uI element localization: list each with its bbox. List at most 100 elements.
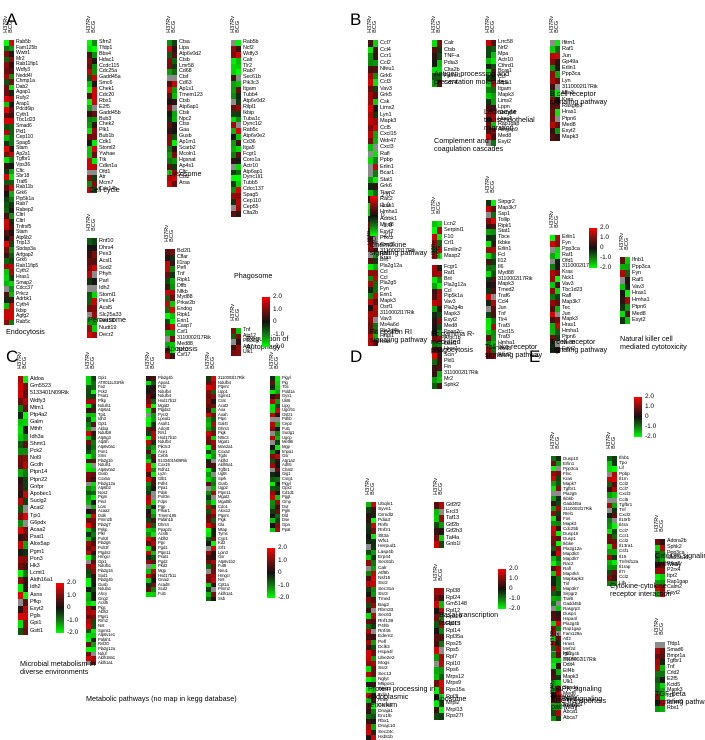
heat-cell [270, 412, 275, 418]
heatmap-row: Rab5b [4, 39, 38, 46]
gene-label: Vav3 [632, 283, 644, 290]
heatmap-row: Lif [607, 466, 638, 472]
heatmap-row: Med8 [550, 121, 598, 129]
heat-cell [612, 513, 617, 519]
heatmap-row: Ssr3 [366, 592, 396, 598]
gene-label: Cxcl3 [380, 144, 394, 150]
gene-label: Atp6v0e2 [243, 133, 266, 140]
heat-cell [211, 536, 216, 542]
heat-cell [165, 277, 170, 284]
heatmap-row: Crat [206, 398, 245, 404]
heatmap-row: 3110002l17Rik [551, 506, 592, 511]
heatmap-row: Esyt2 [550, 128, 598, 135]
heatmap-row: Pigk [206, 518, 245, 523]
heat-cell [91, 444, 96, 450]
heat-cell [91, 481, 96, 487]
gene-label: Erp44 [378, 554, 391, 560]
legend-tick: 2.0 [600, 224, 610, 231]
heat-cell [146, 380, 151, 386]
gene-label: Atg12 [243, 332, 256, 339]
heat-cell [486, 329, 491, 336]
heat-cell [92, 271, 97, 279]
gene-label: Ppp3ca [563, 466, 578, 471]
gene-label: Masp2 [444, 252, 461, 259]
heat-cell [555, 90, 560, 97]
heat-cell [9, 107, 14, 113]
heat-cell [206, 421, 211, 427]
heatmap-row: Traf3 [486, 335, 532, 342]
gene-label: Slc25a16 [667, 555, 689, 562]
gene-label: Aoah [218, 411, 228, 417]
heatmap-row: Kd2 [206, 541, 245, 546]
heat-cell [211, 408, 216, 413]
heatmap-row: Cyth1 [4, 112, 38, 119]
heatmap-row: Erin1 [165, 318, 211, 325]
heatmap-row: Map3k7 [486, 205, 532, 212]
gene-label: Acsl5 [99, 304, 113, 311]
gene-label: Ptp4a2 [30, 411, 48, 418]
heat-cell [91, 463, 96, 468]
heatmap-row: Rps6 [551, 697, 596, 704]
heat-cell [371, 703, 376, 709]
gene-label: Gpx2 [282, 485, 292, 491]
gene-label: Ssb [218, 595, 225, 601]
heat-cell [607, 456, 612, 462]
heat-cell [620, 257, 625, 264]
heat-cell [368, 334, 373, 341]
heat-cell [167, 110, 172, 117]
gene-label: Arhgap9 [498, 127, 518, 134]
heat-cell [555, 246, 560, 253]
heatmap-row: Arfgap2 [4, 252, 38, 259]
gene-label: Acad8 [158, 581, 170, 587]
heatmap-row: Trip13 [366, 687, 396, 693]
heat-cell [91, 582, 96, 588]
gene-label: Aldh2 [158, 535, 169, 541]
heat-cell [91, 651, 96, 657]
heat-cell [551, 652, 556, 658]
heat-cell [9, 51, 14, 57]
heat-cell [270, 518, 275, 523]
gene-label: Dclk3 [378, 645, 390, 651]
gene-label: Dse [282, 517, 290, 523]
gene-label: Hspa4l [563, 616, 577, 621]
gene-label: Ctsf [179, 74, 189, 81]
gene-label: G6pdx [30, 519, 46, 526]
heat-cell [211, 591, 216, 597]
heat-cell [371, 671, 376, 677]
gene-label: Cpt1a [218, 581, 229, 587]
gene-label: Bub1b [99, 133, 115, 140]
heatmap-row: Atg7 [231, 344, 258, 351]
heat-cell [486, 211, 491, 218]
gene-label: Clta2b [243, 209, 259, 216]
heat-cell [18, 591, 23, 599]
heat-cell [368, 85, 373, 92]
heat-cell [4, 157, 9, 164]
gene-label: Calr [444, 40, 454, 46]
gene-label: Tmem195 [158, 512, 177, 518]
heat-cell [368, 72, 373, 79]
gene-label: Ugt8 [218, 471, 227, 477]
gene-label: Cxcl3 [619, 492, 631, 498]
gene-label: Cd74 [444, 80, 457, 87]
heatmap-row: Pisd [86, 499, 124, 505]
heatmap-row: Mapk3 [432, 311, 478, 319]
gene-label: Csf17 [177, 352, 191, 359]
heat-cell [91, 431, 96, 436]
heat-cell [91, 587, 96, 592]
heatmap-row: Mtap [206, 527, 245, 533]
heat-cell [275, 518, 280, 523]
gene-label: Prkcz [16, 290, 29, 297]
heat-cell [434, 647, 439, 654]
heatmap-row: Itpr2 [655, 573, 688, 580]
heat-cell [486, 270, 491, 277]
legend-tick: -2.0 [645, 433, 657, 440]
heatmap-row: Ptpmt [206, 385, 245, 390]
gene-label: Pla2g12a [444, 281, 467, 288]
gene-label: Tpi1 [98, 411, 106, 417]
gene-label: Ctsk [179, 109, 190, 116]
heat-cell [550, 258, 555, 265]
heat-cell [660, 642, 665, 648]
heat-cell [437, 312, 442, 319]
heatmap-row: Rap1gap [551, 626, 592, 631]
heat-cell [87, 63, 92, 70]
